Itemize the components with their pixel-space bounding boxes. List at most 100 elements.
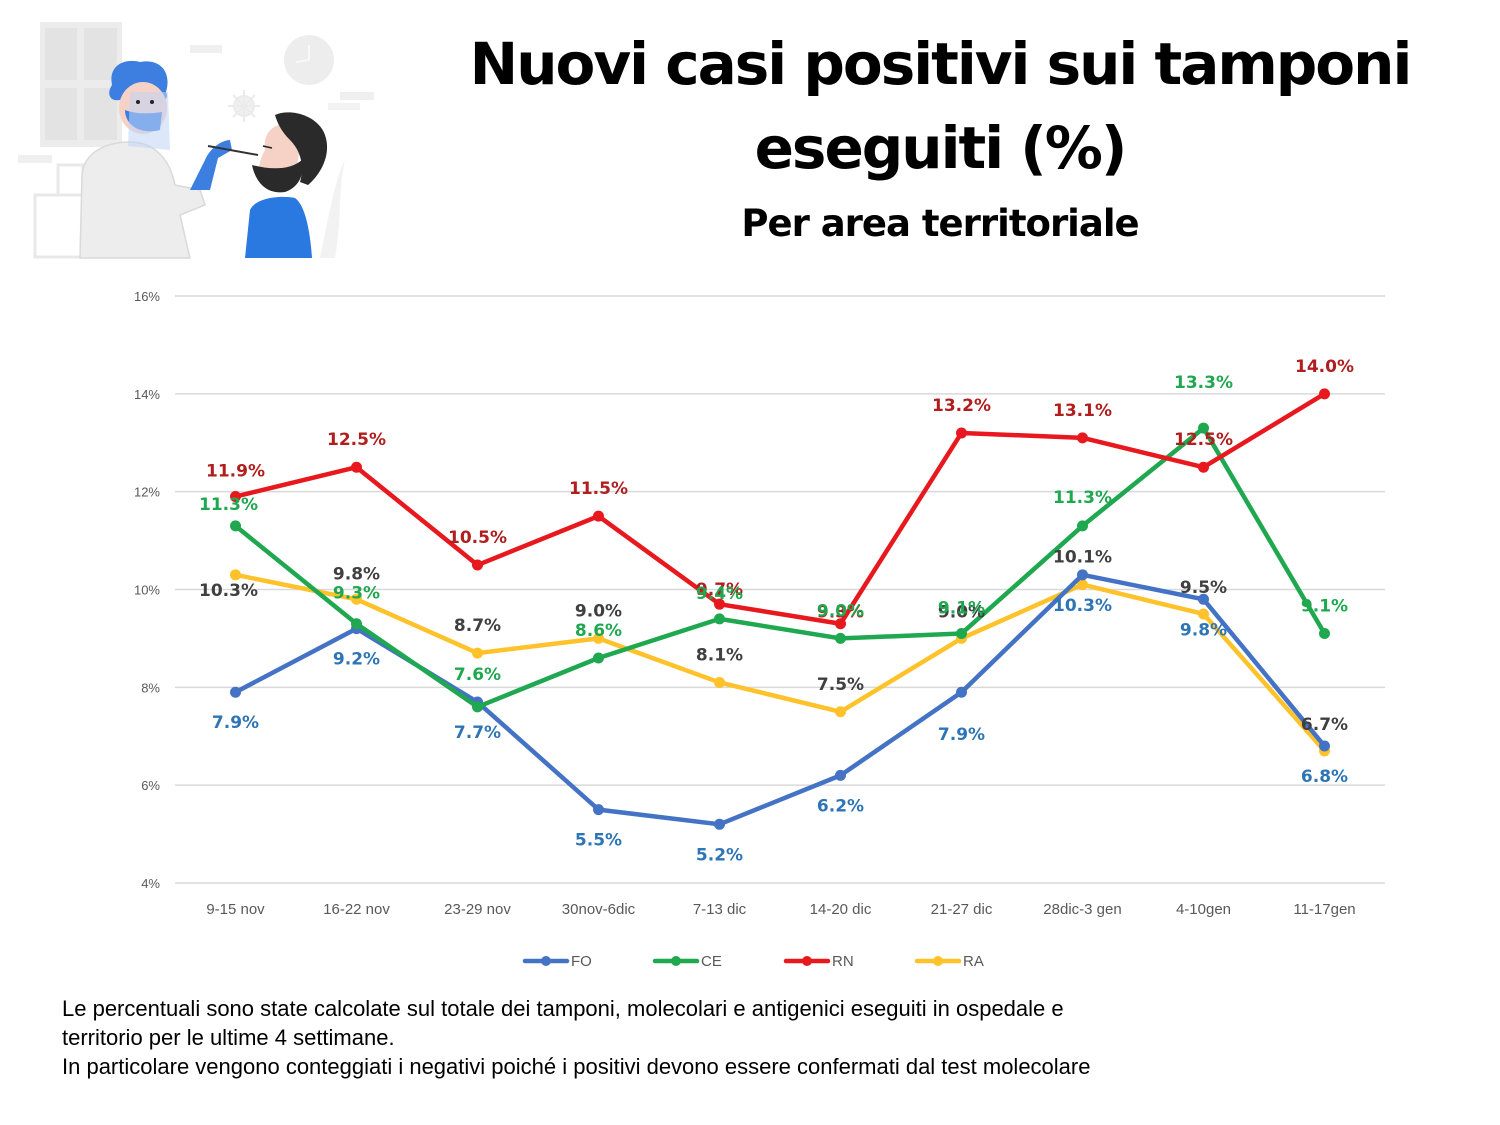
- y-tick-label: 14%: [134, 387, 160, 402]
- y-tick-label: 12%: [134, 485, 160, 500]
- data-label-ce: 11.3%: [199, 495, 258, 515]
- clock-icon: [284, 35, 334, 85]
- x-tick-label: 14-20 dic: [810, 901, 872, 918]
- data-label-rn: 12.5%: [1174, 430, 1233, 450]
- data-label-fo: 9.2%: [333, 650, 380, 670]
- data-point-rn: [835, 618, 846, 630]
- data-point-ra: [472, 647, 483, 659]
- x-tick-label: 28dic-3 gen: [1043, 901, 1121, 918]
- series-rn: [230, 388, 1330, 630]
- data-label-ra: 8.1%: [696, 645, 743, 665]
- y-tick-label: 6%: [141, 778, 160, 793]
- data-label-ra: 8.7%: [454, 616, 501, 636]
- x-tick-label: 16-22 nov: [323, 901, 390, 918]
- series-line-rn: [233, 391, 1327, 626]
- data-label-ce: 9.1%: [1301, 597, 1348, 617]
- legend-item-rn[interactable]: RN: [783, 953, 854, 970]
- data-label-fo: 7.9%: [212, 713, 259, 733]
- data-point-ce: [1319, 628, 1330, 640]
- footnote-line-2: territorio per le ultime 4 settimane.: [62, 1025, 395, 1050]
- data-label-ce: 11.3%: [1053, 488, 1112, 508]
- data-label-ce: 13.3%: [1174, 373, 1233, 393]
- data-point-ra: [351, 593, 362, 605]
- data-point-rn: [593, 510, 604, 522]
- data-point-ce: [714, 613, 725, 625]
- series-ra: [230, 569, 1330, 757]
- data-label-fo: 7.9%: [938, 725, 985, 745]
- legend-label: RN: [832, 953, 854, 970]
- legend-item-ra[interactable]: RA: [914, 953, 984, 970]
- data-point-ra: [593, 632, 604, 644]
- footnote-line-3: In particolare vengono conteggiati i neg…: [62, 1054, 1091, 1079]
- data-point-fo: [593, 804, 604, 816]
- data-point-ce: [956, 628, 967, 640]
- data-label-ce: 8.6%: [575, 621, 622, 641]
- data-point-ce: [1198, 422, 1209, 434]
- data-label-ra: 9.5%: [1180, 578, 1227, 598]
- legend-item-fo[interactable]: FO: [522, 953, 592, 970]
- data-point-fo: [230, 686, 241, 698]
- data-labels: 10.3% 9.8% 8.7% 9.0% 8.1% 7.5% 9.0% 10.1% 9.5% 6.…: [199, 357, 1354, 865]
- data-point-ra: [1077, 579, 1088, 591]
- data-point-rn: [230, 491, 241, 503]
- data-label-ce: 7.6%: [454, 665, 501, 685]
- series-line-ce: [233, 425, 1327, 710]
- virus-icon: [228, 90, 260, 122]
- data-label-fo: 10.3%: [1053, 596, 1112, 616]
- doctor-figure: [79, 60, 259, 259]
- chart-title-line1: Nuovi casi positivi sui tamponi: [469, 30, 1413, 98]
- data-point-fo: [1077, 569, 1088, 581]
- data-point-rn: [1319, 388, 1330, 400]
- data-point-ra: [1198, 608, 1209, 620]
- data-label-rn: 12.5%: [327, 430, 386, 450]
- series-lines: [230, 388, 1330, 830]
- legend-marker-icon: [671, 956, 681, 966]
- data-point-rn: [956, 427, 967, 439]
- data-label-fo: 6.8%: [1301, 767, 1348, 787]
- nasal-swab-test-illustration: [0, 0, 400, 270]
- data-label-rn: 10.5%: [448, 528, 507, 548]
- window-icon: [40, 22, 122, 147]
- patient-figure: [245, 112, 328, 258]
- data-label-fo: 7.7%: [454, 723, 501, 743]
- legend-label: CE: [701, 953, 722, 970]
- x-tick-label: 30nov-6dic: [562, 901, 636, 918]
- data-point-rn: [472, 559, 483, 571]
- gridlines: [175, 295, 1385, 884]
- data-label-rn: 11.5%: [569, 479, 628, 499]
- data-label-ce: 9.0%: [817, 601, 864, 621]
- y-tick-label: 16%: [134, 289, 160, 304]
- footnote: Le percentuali sono state calcolate sul …: [62, 994, 1482, 1081]
- data-label-ra: 7.5%: [817, 675, 864, 695]
- data-label-rn: 13.2%: [932, 396, 991, 416]
- x-tick-label: 21-27 dic: [931, 901, 993, 918]
- data-label-fo: 6.2%: [817, 796, 864, 816]
- series-fo: [230, 569, 1330, 830]
- data-point-ce: [593, 652, 604, 664]
- data-label-rn: 14.0%: [1295, 357, 1354, 377]
- x-axis-ticks: 9-15 nov 16-22 nov 23-29 nov 30nov-6dic 7-13…: [206, 901, 1355, 918]
- data-label-ra: 9.0%: [938, 602, 985, 622]
- data-label-fo: 9.8%: [1180, 620, 1227, 640]
- data-label-rn: 11.9%: [206, 462, 265, 482]
- x-tick-label: 4-10gen: [1176, 901, 1231, 918]
- data-point-ce: [1077, 520, 1088, 532]
- data-label-ra: 9.0%: [575, 601, 622, 621]
- data-point-rn: [1198, 461, 1209, 473]
- data-point-ce: [230, 520, 241, 532]
- data-point-ra: [230, 569, 241, 581]
- data-label-ce: 9.4%: [696, 584, 743, 604]
- data-label-ce: 9.3%: [333, 584, 380, 604]
- y-tick-label: 10%: [134, 583, 160, 598]
- legend-item-ce[interactable]: CE: [652, 953, 722, 970]
- data-label-ce: 9.1%: [938, 599, 985, 619]
- data-label-ra: 6.7%: [1301, 715, 1348, 735]
- data-label-ra: 9.8%: [333, 564, 380, 584]
- x-tick-label: 9-15 nov: [206, 901, 265, 918]
- data-point-ra: [835, 706, 846, 718]
- data-label-rn: 9.3%: [817, 603, 864, 623]
- x-tick-label: 7-13 dic: [693, 901, 747, 918]
- data-label-rn: 13.1%: [1053, 401, 1112, 421]
- series-ce: [230, 422, 1330, 713]
- data-point-fo: [835, 769, 846, 781]
